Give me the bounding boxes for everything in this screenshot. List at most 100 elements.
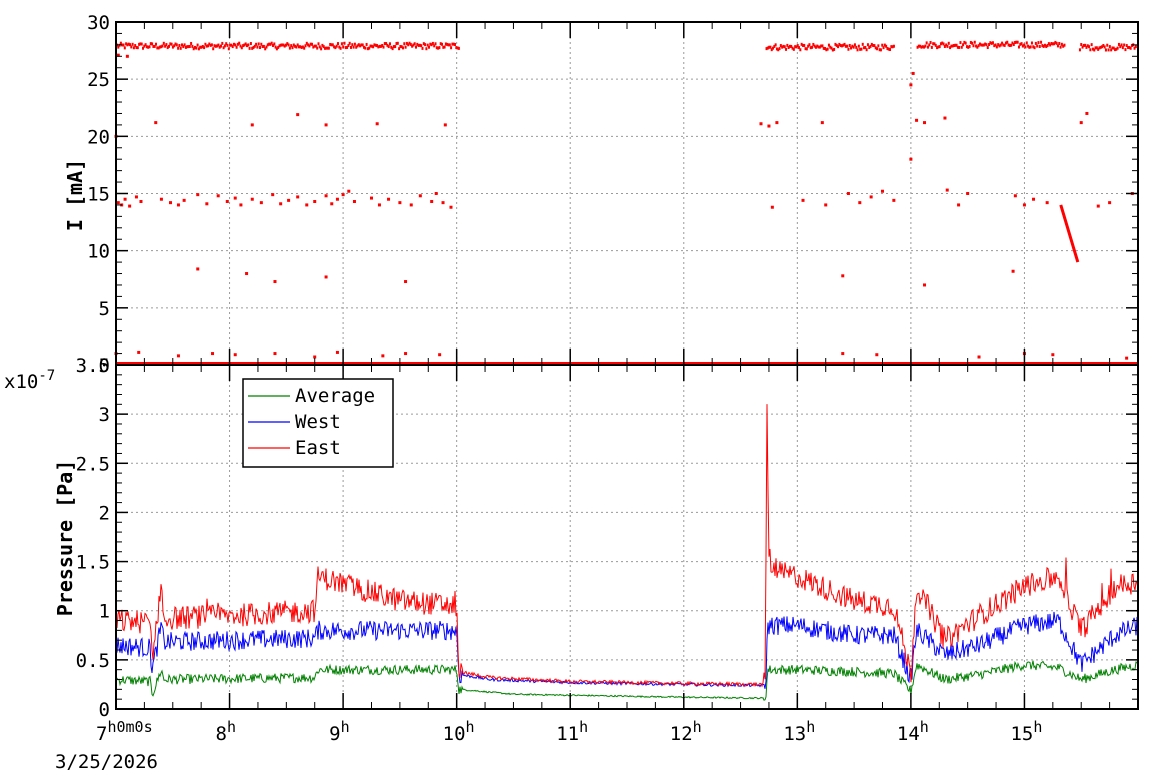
x-tick-label: 10h xyxy=(443,718,475,745)
current-point xyxy=(1013,194,1017,198)
current-point xyxy=(325,46,328,50)
current-point xyxy=(1093,48,1096,52)
current-point xyxy=(134,44,137,48)
current-point xyxy=(813,44,816,48)
current-point xyxy=(238,41,241,45)
current-point xyxy=(1024,45,1027,49)
current-point xyxy=(421,46,424,50)
current-point xyxy=(1058,41,1061,45)
current-point xyxy=(1027,44,1030,48)
current-point xyxy=(251,46,254,50)
current-point xyxy=(866,43,869,47)
current-point xyxy=(418,43,421,47)
current-point xyxy=(365,42,368,46)
current-plateau-1 xyxy=(765,42,895,52)
current-point xyxy=(959,41,962,45)
current-point xyxy=(127,42,130,46)
current-point xyxy=(958,45,961,49)
current-point xyxy=(868,46,871,50)
current-point xyxy=(449,205,453,209)
current-point xyxy=(356,44,359,48)
current-point xyxy=(313,200,317,204)
current-point xyxy=(158,45,161,49)
x-tick-label: 13h xyxy=(783,718,815,745)
current-point xyxy=(204,42,207,46)
current-point xyxy=(923,283,927,287)
current-point xyxy=(239,44,242,48)
current-point xyxy=(923,45,926,49)
pressure-y-tick-label: 3 xyxy=(99,404,110,426)
current-point xyxy=(242,44,245,48)
current-point xyxy=(148,45,151,49)
current-point xyxy=(201,44,204,48)
current-point xyxy=(1020,42,1023,46)
current-point xyxy=(945,43,948,47)
current-point xyxy=(330,202,334,206)
current-point xyxy=(174,42,177,46)
current-point xyxy=(1082,43,1085,47)
current-point xyxy=(173,44,176,48)
current-point xyxy=(249,42,252,46)
current-point xyxy=(154,121,158,125)
current-point xyxy=(424,43,427,47)
current-point xyxy=(233,42,235,46)
current-point xyxy=(443,45,446,49)
current-point xyxy=(250,123,254,127)
current-point xyxy=(1054,40,1057,44)
current-point xyxy=(324,275,328,279)
current-point xyxy=(1086,44,1089,48)
current-point xyxy=(383,42,386,46)
current-point xyxy=(382,45,385,49)
current-point xyxy=(129,43,131,47)
current-point xyxy=(773,44,776,48)
current-point xyxy=(130,45,133,49)
current-point xyxy=(838,42,841,46)
current-point xyxy=(936,46,939,50)
current-point xyxy=(398,201,402,205)
current-point xyxy=(203,46,206,50)
x-tick-label: 9h xyxy=(329,718,349,745)
current-point xyxy=(377,45,380,49)
current-point xyxy=(1079,121,1083,125)
current-point xyxy=(379,44,382,48)
current-point xyxy=(159,197,163,201)
current-point xyxy=(404,45,407,49)
current-point xyxy=(875,353,879,357)
current-point xyxy=(1124,48,1127,52)
current-point xyxy=(841,352,845,356)
current-point xyxy=(824,203,828,207)
current-point xyxy=(1030,41,1033,45)
pressure-y-multiplier: x10-7 xyxy=(4,368,55,393)
current-point xyxy=(1129,46,1132,50)
current-point xyxy=(447,43,450,47)
current-point xyxy=(217,43,220,47)
current-point xyxy=(327,46,330,50)
current-point xyxy=(982,43,985,47)
current-point xyxy=(386,43,389,47)
current-point xyxy=(945,188,949,192)
pressure-frame xyxy=(115,364,1139,710)
current-point xyxy=(840,44,843,48)
current-point xyxy=(804,47,807,51)
current-point xyxy=(176,203,180,207)
current-point xyxy=(825,48,828,52)
current-point xyxy=(353,42,356,46)
current-point xyxy=(769,45,772,49)
current-point xyxy=(196,267,200,271)
current-point xyxy=(844,44,847,48)
pressure-y-tick-label: 3.5 xyxy=(76,355,110,377)
current-point xyxy=(973,40,976,44)
current-point xyxy=(346,45,349,49)
current-point xyxy=(812,42,815,46)
current-point xyxy=(1041,44,1044,48)
current-point xyxy=(991,41,994,45)
current-point xyxy=(324,123,328,127)
current-point xyxy=(822,46,825,50)
current-point xyxy=(971,41,974,45)
pressure-y-tick-label: 0 xyxy=(99,699,110,721)
current-point xyxy=(351,43,354,47)
current-point xyxy=(288,46,291,50)
current-point xyxy=(335,350,339,354)
current-point xyxy=(425,47,428,51)
current-point xyxy=(196,193,200,197)
